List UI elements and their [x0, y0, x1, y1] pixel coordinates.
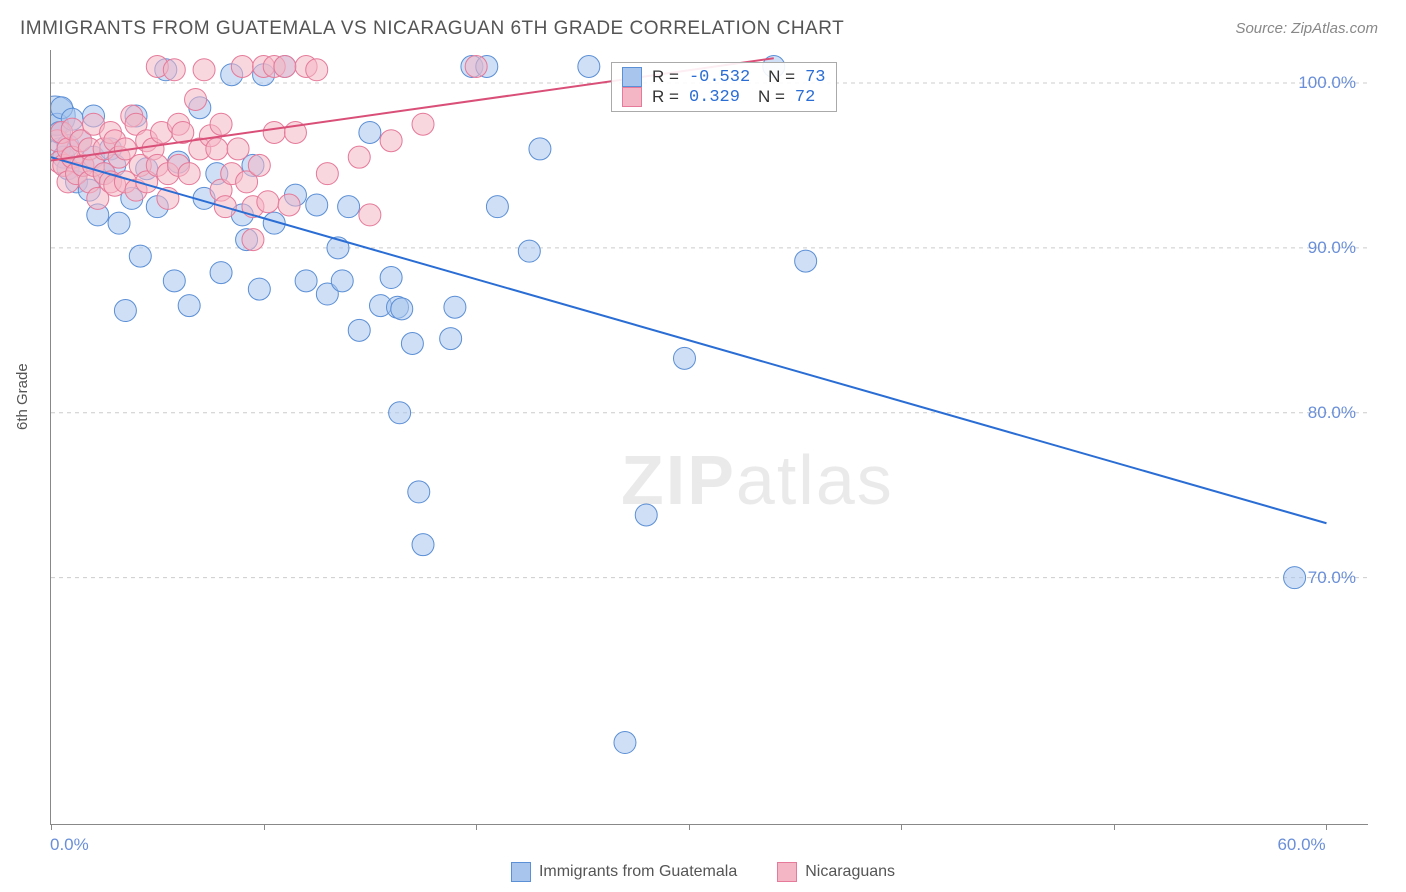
x-tick: [264, 824, 265, 830]
y-tick-label: 80.0%: [1308, 403, 1356, 423]
corr-swatch: [622, 67, 642, 87]
chart-svg: [51, 50, 1369, 825]
corr-n-value: 73: [805, 68, 825, 87]
legend-bottom: Immigrants from Guatemala Nicaraguans: [0, 862, 1406, 882]
corr-r-value: -0.532: [689, 68, 750, 87]
x-tick-label: 60.0%: [1277, 835, 1325, 855]
corr-n-label: N =: [768, 67, 795, 87]
y-tick-label: 100.0%: [1298, 73, 1356, 93]
x-tick-label: 0.0%: [50, 835, 89, 855]
x-tick: [476, 824, 477, 830]
x-tick: [689, 824, 690, 830]
y-axis-label: 6th Grade: [14, 363, 31, 430]
legend-swatch: [777, 862, 797, 882]
corr-n-value: 72: [795, 88, 815, 107]
chart-container: IMMIGRANTS FROM GUATEMALA VS NICARAGUAN …: [0, 0, 1406, 892]
x-tick: [1114, 824, 1115, 830]
corr-swatch: [622, 87, 642, 107]
y-tick-label: 70.0%: [1308, 568, 1356, 588]
x-tick: [1326, 824, 1327, 830]
corr-r-label: R =: [652, 67, 679, 87]
correlation-row: R = -0.532 N = 73: [622, 67, 826, 87]
legend-item: Immigrants from Guatemala: [511, 862, 737, 882]
corr-r-value: 0.329: [689, 88, 740, 107]
correlation-row: R = 0.329 N = 72: [622, 87, 826, 107]
x-tick: [51, 824, 52, 830]
plot-area: R =-0.532N =73R = 0.329N =72 ZIPatlas 70…: [50, 50, 1368, 825]
chart-title: IMMIGRANTS FROM GUATEMALA VS NICARAGUAN …: [20, 18, 844, 40]
chart-source: Source: ZipAtlas.com: [1235, 20, 1378, 37]
y-tick-label: 90.0%: [1308, 238, 1356, 258]
correlation-legend: R =-0.532N =73R = 0.329N =72: [611, 62, 837, 112]
legend-label: Nicaraguans: [805, 863, 895, 880]
legend-item: Nicaraguans: [777, 862, 895, 882]
legend-swatch: [511, 862, 531, 882]
corr-n-label: N =: [758, 87, 785, 107]
legend-label: Immigrants from Guatemala: [539, 863, 737, 880]
x-tick: [901, 824, 902, 830]
corr-r-label: R =: [652, 87, 679, 107]
